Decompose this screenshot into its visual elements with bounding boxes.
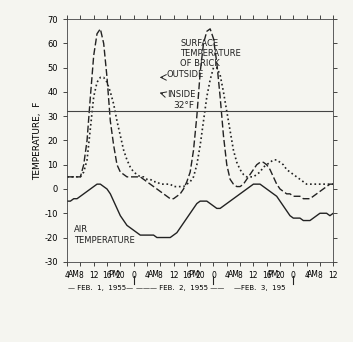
- Text: AM: AM: [68, 270, 80, 279]
- Y-axis label: TEMPERATURE,  F: TEMPERATURE, F: [32, 101, 42, 180]
- Text: INSIDE: INSIDE: [167, 90, 195, 99]
- Text: — FEB.  1,  1955—: — FEB. 1, 1955—: [68, 285, 133, 291]
- Text: AIR
TEMPERATURE: AIR TEMPERATURE: [74, 225, 134, 245]
- Text: ——— FEB.  2,  1955 ——: ——— FEB. 2, 1955 ——: [136, 285, 224, 291]
- Text: AM: AM: [227, 270, 239, 279]
- Text: PM: PM: [108, 270, 119, 279]
- Text: OUTSIDE: OUTSIDE: [167, 70, 204, 79]
- Text: AM: AM: [307, 270, 319, 279]
- Text: PM: PM: [188, 270, 199, 279]
- Text: AM: AM: [148, 270, 160, 279]
- Text: —FEB.  3,  195: —FEB. 3, 195: [234, 285, 286, 291]
- Text: 32°F: 32°F: [174, 101, 195, 110]
- Text: SURFACE
TEMPERATURE
OF BRICK: SURFACE TEMPERATURE OF BRICK: [180, 39, 241, 68]
- Text: PM: PM: [268, 270, 279, 279]
